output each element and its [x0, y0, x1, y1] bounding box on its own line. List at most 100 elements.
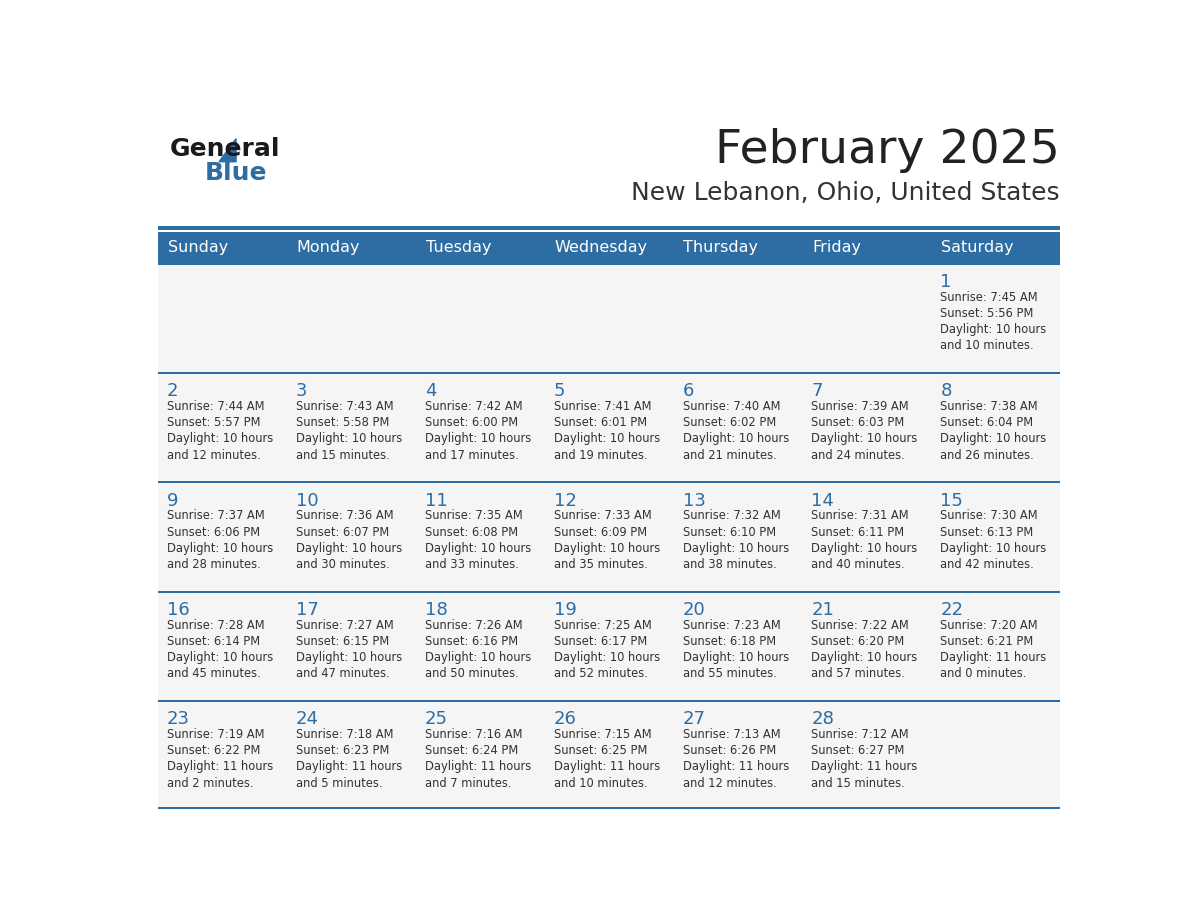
- Text: and 10 minutes.: and 10 minutes.: [554, 777, 647, 789]
- Text: Daylight: 10 hours: Daylight: 10 hours: [554, 432, 661, 445]
- Text: Daylight: 10 hours: Daylight: 10 hours: [296, 432, 403, 445]
- Text: 4: 4: [425, 383, 436, 400]
- Text: 3: 3: [296, 383, 308, 400]
- Text: 7: 7: [811, 383, 823, 400]
- Text: 28: 28: [811, 711, 834, 728]
- Text: Saturday: Saturday: [941, 240, 1013, 254]
- Text: 23: 23: [168, 711, 190, 728]
- Text: 20: 20: [683, 601, 706, 619]
- Text: 6: 6: [683, 383, 694, 400]
- Text: and 50 minutes.: and 50 minutes.: [425, 667, 519, 680]
- Text: General: General: [170, 137, 280, 161]
- Text: Sunset: 6:20 PM: Sunset: 6:20 PM: [811, 635, 905, 648]
- Text: Daylight: 11 hours: Daylight: 11 hours: [168, 760, 273, 774]
- Text: and 47 minutes.: and 47 minutes.: [296, 667, 390, 680]
- Text: 18: 18: [425, 601, 448, 619]
- Text: Friday: Friday: [813, 240, 861, 254]
- Text: Daylight: 10 hours: Daylight: 10 hours: [811, 542, 917, 554]
- Text: 1: 1: [941, 273, 952, 291]
- Text: Sunrise: 7:28 AM: Sunrise: 7:28 AM: [168, 619, 265, 632]
- Text: 12: 12: [554, 492, 576, 509]
- Text: Sunrise: 7:20 AM: Sunrise: 7:20 AM: [941, 619, 1038, 632]
- Text: and 28 minutes.: and 28 minutes.: [168, 558, 261, 571]
- Text: Sunrise: 7:31 AM: Sunrise: 7:31 AM: [811, 509, 909, 522]
- Text: and 12 minutes.: and 12 minutes.: [683, 777, 776, 789]
- Text: Sunrise: 7:15 AM: Sunrise: 7:15 AM: [554, 728, 651, 741]
- Text: and 10 minutes.: and 10 minutes.: [941, 340, 1034, 353]
- Bar: [158, 372, 1060, 481]
- Text: and 40 minutes.: and 40 minutes.: [811, 558, 905, 571]
- Text: Sunrise: 7:32 AM: Sunrise: 7:32 AM: [683, 509, 781, 522]
- Text: 19: 19: [554, 601, 576, 619]
- Text: Sunrise: 7:35 AM: Sunrise: 7:35 AM: [425, 509, 523, 522]
- Text: and 0 minutes.: and 0 minutes.: [941, 667, 1026, 680]
- Bar: [158, 372, 1060, 374]
- Bar: [158, 232, 1060, 263]
- Text: Daylight: 10 hours: Daylight: 10 hours: [296, 542, 403, 554]
- Text: Sunrise: 7:27 AM: Sunrise: 7:27 AM: [296, 619, 393, 632]
- Text: Sunset: 6:03 PM: Sunset: 6:03 PM: [811, 416, 905, 430]
- Text: and 17 minutes.: and 17 minutes.: [425, 449, 519, 462]
- Text: and 5 minutes.: and 5 minutes.: [296, 777, 383, 789]
- Text: February 2025: February 2025: [715, 128, 1060, 173]
- Text: Sunset: 5:58 PM: Sunset: 5:58 PM: [296, 416, 390, 430]
- Text: Daylight: 10 hours: Daylight: 10 hours: [811, 651, 917, 664]
- Text: Daylight: 10 hours: Daylight: 10 hours: [683, 651, 789, 664]
- Text: Daylight: 10 hours: Daylight: 10 hours: [811, 432, 917, 445]
- Text: 11: 11: [425, 492, 448, 509]
- Text: Daylight: 10 hours: Daylight: 10 hours: [941, 432, 1047, 445]
- Bar: [158, 590, 1060, 700]
- Text: and 45 minutes.: and 45 minutes.: [168, 667, 261, 680]
- Bar: [158, 700, 1060, 810]
- Text: Sunset: 6:21 PM: Sunset: 6:21 PM: [941, 635, 1034, 648]
- Text: Sunrise: 7:39 AM: Sunrise: 7:39 AM: [811, 400, 909, 413]
- Text: Tuesday: Tuesday: [425, 240, 491, 254]
- Text: Sunset: 5:56 PM: Sunset: 5:56 PM: [941, 307, 1034, 319]
- Text: Daylight: 11 hours: Daylight: 11 hours: [683, 760, 789, 774]
- Bar: [158, 263, 1060, 264]
- Text: and 15 minutes.: and 15 minutes.: [811, 777, 905, 789]
- Text: 22: 22: [941, 601, 963, 619]
- Text: Sunset: 6:27 PM: Sunset: 6:27 PM: [811, 744, 905, 757]
- Text: Sunset: 6:13 PM: Sunset: 6:13 PM: [941, 526, 1034, 539]
- Text: Sunrise: 7:12 AM: Sunrise: 7:12 AM: [811, 728, 909, 741]
- Text: Daylight: 11 hours: Daylight: 11 hours: [425, 760, 531, 774]
- Text: Sunrise: 7:37 AM: Sunrise: 7:37 AM: [168, 509, 265, 522]
- Text: Sunset: 6:02 PM: Sunset: 6:02 PM: [683, 416, 776, 430]
- Text: Daylight: 10 hours: Daylight: 10 hours: [168, 651, 273, 664]
- Text: 8: 8: [941, 383, 952, 400]
- Text: Daylight: 10 hours: Daylight: 10 hours: [683, 432, 789, 445]
- Text: Daylight: 10 hours: Daylight: 10 hours: [425, 542, 531, 554]
- Text: Sunrise: 7:26 AM: Sunrise: 7:26 AM: [425, 619, 523, 632]
- Text: Daylight: 11 hours: Daylight: 11 hours: [296, 760, 403, 774]
- Text: Sunrise: 7:22 AM: Sunrise: 7:22 AM: [811, 619, 909, 632]
- Text: and 19 minutes.: and 19 minutes.: [554, 449, 647, 462]
- Bar: [158, 481, 1060, 483]
- Text: Sunset: 6:08 PM: Sunset: 6:08 PM: [425, 526, 518, 539]
- Text: and 26 minutes.: and 26 minutes.: [941, 449, 1034, 462]
- Text: and 7 minutes.: and 7 minutes.: [425, 777, 511, 789]
- Text: Sunset: 6:23 PM: Sunset: 6:23 PM: [296, 744, 390, 757]
- Text: Daylight: 11 hours: Daylight: 11 hours: [554, 760, 661, 774]
- Text: 14: 14: [811, 492, 834, 509]
- Text: Daylight: 11 hours: Daylight: 11 hours: [941, 651, 1047, 664]
- Text: and 30 minutes.: and 30 minutes.: [296, 558, 390, 571]
- Text: Sunrise: 7:16 AM: Sunrise: 7:16 AM: [425, 728, 523, 741]
- Text: Sunrise: 7:43 AM: Sunrise: 7:43 AM: [296, 400, 393, 413]
- Text: and 15 minutes.: and 15 minutes.: [296, 449, 390, 462]
- Bar: [158, 808, 1060, 810]
- Text: and 24 minutes.: and 24 minutes.: [811, 449, 905, 462]
- Text: Sunset: 6:00 PM: Sunset: 6:00 PM: [425, 416, 518, 430]
- Text: Sunrise: 7:41 AM: Sunrise: 7:41 AM: [554, 400, 651, 413]
- Text: Daylight: 10 hours: Daylight: 10 hours: [554, 651, 661, 664]
- Text: Daylight: 10 hours: Daylight: 10 hours: [941, 542, 1047, 554]
- Text: Sunrise: 7:25 AM: Sunrise: 7:25 AM: [554, 619, 651, 632]
- Text: Sunrise: 7:42 AM: Sunrise: 7:42 AM: [425, 400, 523, 413]
- Text: Sunset: 5:57 PM: Sunset: 5:57 PM: [168, 416, 260, 430]
- Text: 16: 16: [168, 601, 190, 619]
- Text: Sunset: 6:18 PM: Sunset: 6:18 PM: [683, 635, 776, 648]
- Text: Sunset: 6:24 PM: Sunset: 6:24 PM: [425, 744, 518, 757]
- Text: Sunset: 6:06 PM: Sunset: 6:06 PM: [168, 526, 260, 539]
- Text: Sunset: 6:17 PM: Sunset: 6:17 PM: [554, 635, 647, 648]
- Text: Sunset: 6:14 PM: Sunset: 6:14 PM: [168, 635, 260, 648]
